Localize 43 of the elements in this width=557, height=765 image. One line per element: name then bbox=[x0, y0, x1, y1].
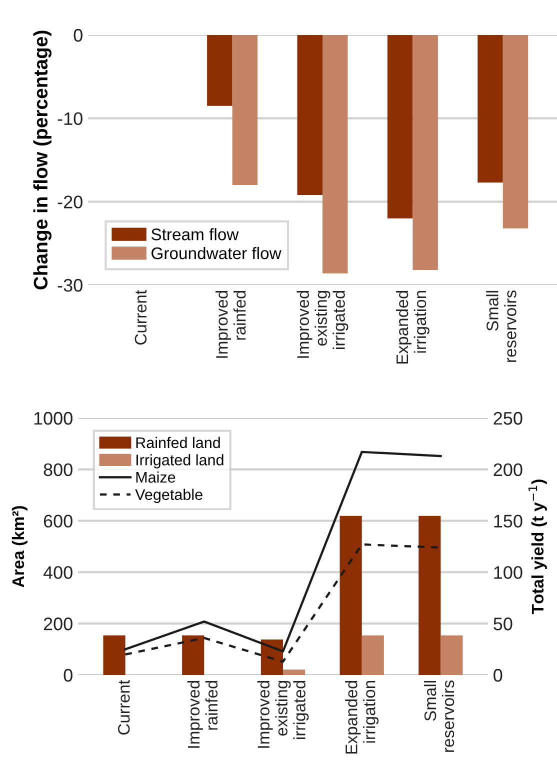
line-series bbox=[124, 450, 442, 652]
legend-label: Irrigated land bbox=[136, 454, 224, 468]
y2-tick-label: 250 bbox=[494, 412, 522, 425]
y-tick-label: 600 bbox=[44, 514, 72, 528]
legend-label: Rainfed land bbox=[136, 436, 220, 448]
legend-label: Stream flow bbox=[151, 228, 239, 240]
y-tick-label: 1000 bbox=[34, 412, 72, 425]
x-tick-label: Improved rainfed bbox=[216, 290, 246, 358]
x-tick-label: Expanded irrigation bbox=[396, 290, 430, 364]
x-tick-label: Current bbox=[134, 290, 147, 345]
y-tick-label: 800 bbox=[44, 463, 72, 476]
y2-tick-label: 100 bbox=[494, 566, 522, 579]
legend-label: Vegetable bbox=[135, 488, 202, 504]
x-tick-label: Small reservoirs bbox=[424, 680, 454, 752]
y2-tick-label: 0 bbox=[494, 668, 502, 682]
y-tick-label: 0 bbox=[74, 28, 82, 42]
bar bbox=[440, 635, 463, 675]
y-axis-title: Area (km²) bbox=[12, 506, 28, 588]
bar bbox=[103, 635, 126, 675]
y-tick-label: -20 bbox=[58, 196, 82, 208]
y-tick-label: -10 bbox=[58, 112, 82, 126]
y-tick-label: 0 bbox=[64, 668, 72, 682]
legend-label: Groundwater flow bbox=[152, 246, 282, 260]
bar bbox=[182, 635, 204, 675]
y-tick-label: 400 bbox=[43, 566, 72, 579]
y-axis-title: Change in flow (percentage) bbox=[33, 30, 52, 290]
y-tick-label: -30 bbox=[58, 278, 82, 292]
y2-tick-label: 200 bbox=[494, 463, 522, 476]
x-tick-label: Expanded irrigation bbox=[345, 680, 379, 754]
bar bbox=[260, 640, 283, 675]
x-tick-label: Small reservoirs bbox=[486, 290, 516, 362]
y2-axis-title: Total yield (t y$^{−1}$) bbox=[528, 480, 547, 614]
y-tick-label: 200 bbox=[44, 618, 72, 630]
legend-label: Maize bbox=[136, 471, 176, 483]
bar bbox=[340, 516, 362, 675]
x-tick-label: Improved existing irrigated bbox=[296, 290, 348, 358]
y2-tick-label: 150 bbox=[494, 514, 522, 528]
bar bbox=[418, 516, 441, 675]
bar bbox=[362, 635, 384, 675]
x-tick-label: Improved rainfed bbox=[187, 680, 218, 748]
bar bbox=[283, 670, 306, 675]
y2-tick-label: 50 bbox=[494, 618, 512, 630]
x-tick-label: Current bbox=[118, 680, 130, 735]
